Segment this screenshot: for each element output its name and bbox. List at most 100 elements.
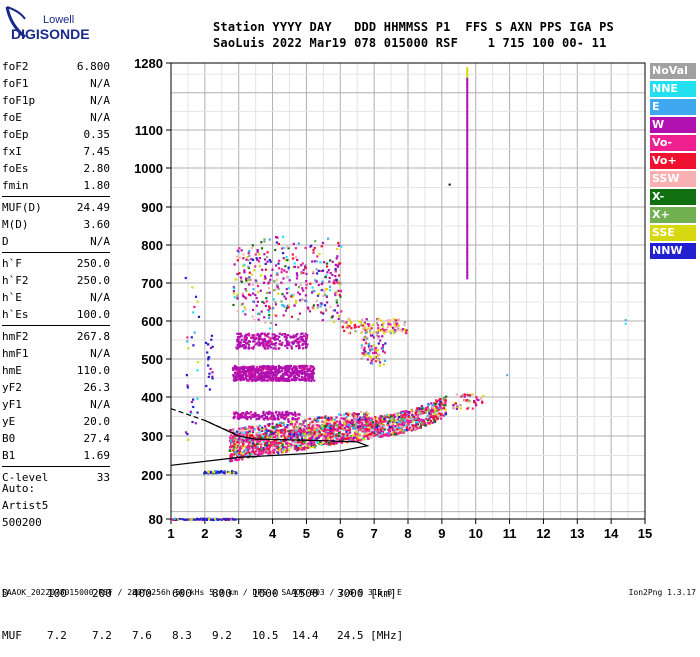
f-trace-echo: [276, 443, 279, 446]
f-trace-echo: [398, 426, 401, 429]
w-echo: [266, 341, 269, 344]
f-trace-echo: [357, 429, 360, 432]
w-echo: [264, 416, 267, 419]
w-echo: [263, 377, 266, 380]
f-trace-echo: [444, 401, 447, 404]
f-trace-echo: [332, 432, 335, 435]
w-echo: [285, 379, 289, 383]
scatter-echo: [285, 307, 289, 310]
es-echo: [194, 422, 197, 425]
f-trace-echo: [242, 455, 245, 458]
vertical-spike: [466, 258, 469, 263]
f-trace-echo: [359, 424, 363, 428]
f-trace-echo: [346, 420, 349, 423]
ionogram-chart: 1 2 3 4 5 6 7 8 9 10 11 12 13 14 158020030040050060070…: [134, 56, 652, 541]
vertical-spike: [466, 261, 469, 266]
scatter-echo: [382, 350, 385, 353]
w-echo: [288, 365, 291, 368]
f-trace-echo: [378, 428, 381, 431]
w-echo: [306, 343, 309, 346]
f-trace-echo: [348, 419, 351, 422]
muf-value: 7.2: [47, 629, 67, 642]
es-echo: [196, 411, 199, 414]
scatter-echo: [363, 327, 366, 330]
scatter-echo: [333, 282, 336, 285]
w-echo: [249, 375, 253, 378]
f-trace-echo: [244, 428, 247, 431]
scatter-echo: [316, 304, 319, 307]
w-echo: [262, 417, 265, 420]
f-trace-echo: [424, 424, 427, 427]
w-echo: [278, 377, 281, 381]
es-echo: [191, 420, 194, 424]
f-trace-echo: [315, 429, 318, 432]
scatter-echo: [325, 262, 329, 265]
scatter-echo: [248, 283, 251, 286]
param-name: hmF2: [2, 330, 29, 343]
f-trace-echo: [370, 426, 373, 429]
f-trace-echo: [273, 426, 276, 429]
f-trace-echo: [381, 417, 384, 421]
f-trace-echo: [257, 452, 260, 456]
scatter-echo: [252, 288, 255, 291]
f-trace-echo: [254, 446, 257, 450]
f-trace-echo: [321, 420, 324, 423]
scatter-echo: [346, 326, 349, 329]
param-row: yF1 N/A: [2, 396, 110, 413]
x-tick-label: 2: [201, 526, 208, 541]
f-trace-echo: [433, 408, 436, 411]
vertical-spike: [466, 147, 469, 152]
f-trace-echo: [302, 440, 305, 443]
f-trace-echo: [396, 418, 399, 421]
f-trace-echo: [291, 439, 294, 442]
scatter-echo: [376, 337, 379, 340]
scatter-echo: [267, 317, 271, 320]
f-trace-echo: [265, 428, 268, 431]
scatter-echo: [463, 395, 466, 398]
f-trace-echo: [344, 437, 348, 441]
w-echo: [304, 374, 307, 377]
scatter-echo: [320, 269, 323, 273]
scatter-echo: [260, 247, 264, 250]
muf-value: 7.6: [132, 629, 152, 642]
y-tick-label: 200: [141, 468, 163, 483]
scatter-echo: [247, 279, 250, 282]
scatter-echo: [360, 346, 363, 349]
scatter-echo: [373, 356, 376, 359]
e-layer-echo: [232, 518, 235, 521]
param-value: 267.8: [76, 330, 110, 343]
f-trace-echo: [313, 428, 316, 431]
scatter-echo: [474, 402, 477, 405]
scatter-echo: [390, 325, 393, 329]
vertical-spike: [466, 168, 469, 173]
scatter-echo: [257, 260, 260, 263]
w-echo: [298, 366, 301, 369]
scatter-echo: [276, 272, 279, 275]
w-echo: [284, 415, 287, 418]
scatter-echo: [283, 269, 286, 272]
scatter-echo: [256, 282, 259, 285]
scatter-echo: [334, 294, 337, 297]
scatter-echo: [358, 320, 361, 323]
f-trace-echo: [334, 441, 337, 444]
f-trace-echo: [420, 412, 423, 415]
f-trace-echo: [351, 413, 354, 416]
f-trace-echo: [341, 436, 345, 439]
w-echo: [303, 376, 307, 379]
f-trace-echo: [238, 448, 242, 452]
w-echo: [267, 371, 270, 374]
f-trace-echo: [298, 442, 301, 445]
scatter-echo: [301, 298, 304, 301]
scatter-echo: [321, 280, 324, 283]
f-trace-echo: [328, 423, 331, 427]
param-value: 3.60: [83, 218, 111, 231]
scatter-echo: [329, 259, 332, 262]
vertical-spike: [466, 182, 469, 187]
f-trace-echo: [382, 430, 385, 433]
w-echo: [245, 371, 248, 374]
f-trace-echo: [251, 446, 254, 449]
f-trace-echo: [251, 441, 254, 444]
e-layer-echo: [173, 517, 176, 520]
scatter-echo: [265, 297, 268, 300]
w-echo: [264, 339, 267, 342]
